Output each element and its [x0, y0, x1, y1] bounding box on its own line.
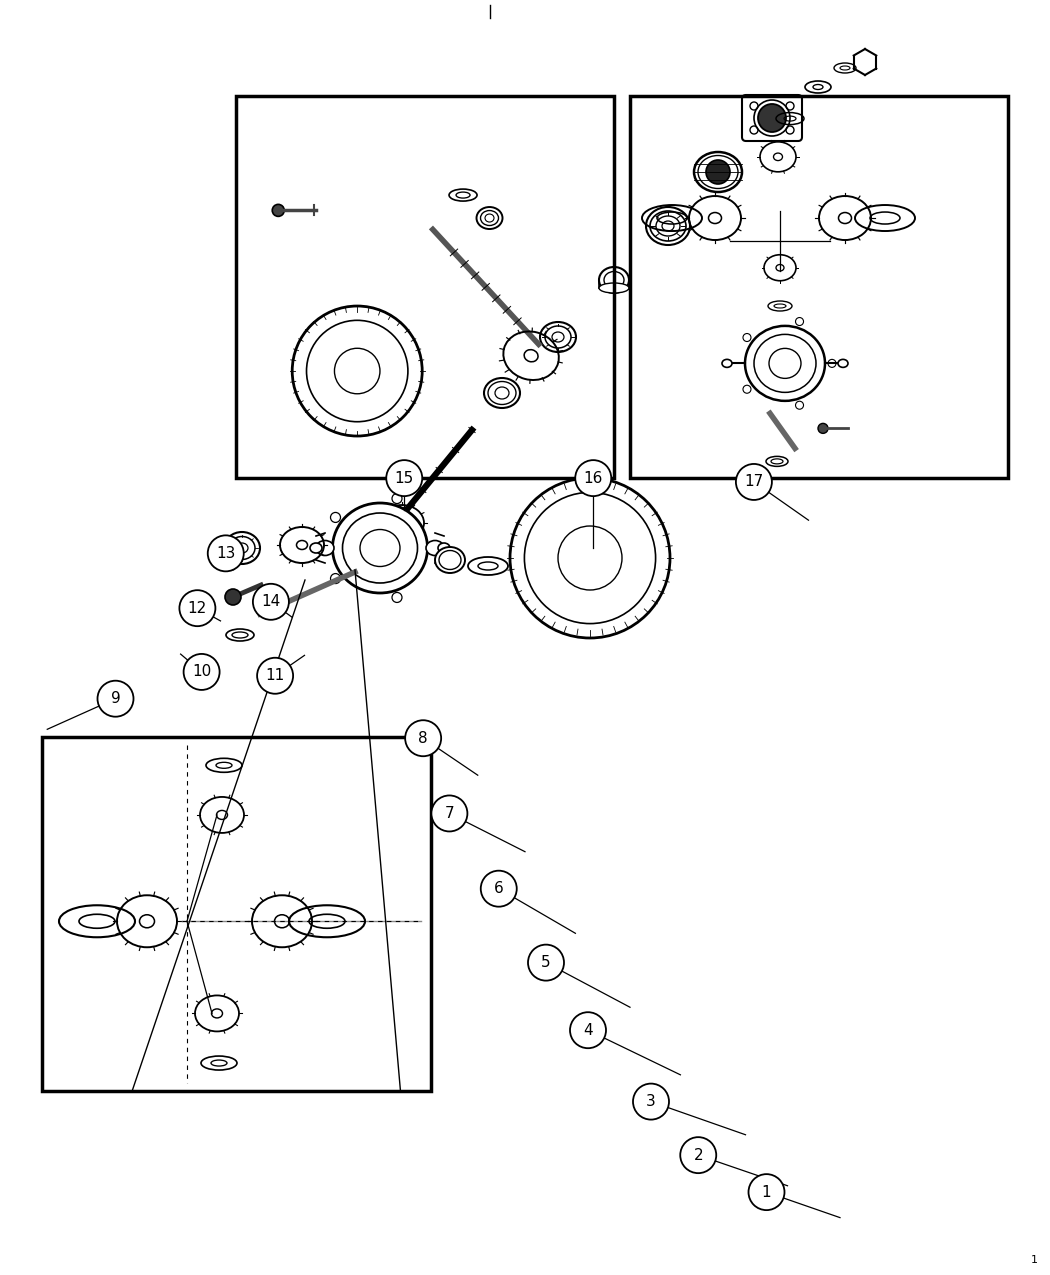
Text: 2: 2: [693, 1148, 704, 1163]
Text: 5: 5: [541, 955, 551, 970]
Circle shape: [98, 681, 133, 717]
Circle shape: [180, 590, 215, 626]
Ellipse shape: [646, 207, 690, 245]
Text: 4: 4: [583, 1023, 593, 1038]
Circle shape: [758, 105, 786, 133]
Ellipse shape: [598, 283, 629, 293]
Ellipse shape: [598, 266, 629, 293]
Circle shape: [575, 460, 611, 496]
Circle shape: [405, 720, 441, 756]
Circle shape: [510, 478, 670, 638]
Circle shape: [528, 945, 564, 980]
Circle shape: [253, 584, 289, 620]
Text: 17: 17: [744, 474, 763, 490]
Ellipse shape: [438, 543, 450, 553]
Ellipse shape: [211, 541, 229, 556]
Ellipse shape: [310, 543, 322, 553]
Text: 10: 10: [192, 664, 211, 680]
Circle shape: [225, 589, 242, 606]
Circle shape: [736, 464, 772, 500]
Circle shape: [680, 1137, 716, 1173]
Text: 1: 1: [1031, 1255, 1038, 1265]
Circle shape: [570, 1012, 606, 1048]
Circle shape: [481, 871, 517, 907]
Circle shape: [633, 1084, 669, 1119]
Circle shape: [272, 204, 285, 217]
Circle shape: [257, 658, 293, 694]
Bar: [630, 96, 1008, 478]
Circle shape: [432, 796, 467, 831]
Ellipse shape: [426, 541, 444, 556]
Text: 9: 9: [110, 691, 121, 706]
Text: 15: 15: [395, 470, 414, 486]
Ellipse shape: [540, 323, 576, 352]
Ellipse shape: [694, 152, 742, 193]
Circle shape: [386, 460, 422, 496]
Text: 16: 16: [584, 470, 603, 486]
FancyBboxPatch shape: [742, 96, 802, 142]
Text: 8: 8: [418, 731, 428, 746]
Ellipse shape: [333, 504, 427, 593]
Ellipse shape: [316, 541, 334, 556]
Text: 6: 6: [494, 881, 504, 896]
Text: 3: 3: [646, 1094, 656, 1109]
Text: 1: 1: [761, 1184, 772, 1200]
Ellipse shape: [484, 377, 520, 408]
Circle shape: [292, 306, 422, 436]
Text: 13: 13: [216, 546, 235, 561]
Ellipse shape: [746, 326, 825, 400]
Bar: [42, 737, 430, 1091]
Ellipse shape: [838, 360, 848, 367]
Ellipse shape: [435, 547, 465, 572]
Circle shape: [706, 159, 730, 184]
Circle shape: [749, 1174, 784, 1210]
Circle shape: [208, 536, 244, 571]
Circle shape: [818, 423, 828, 434]
Text: 7: 7: [444, 806, 455, 821]
Ellipse shape: [477, 207, 503, 230]
Text: 14: 14: [261, 594, 280, 609]
Text: 12: 12: [188, 601, 207, 616]
Text: 11: 11: [266, 668, 285, 683]
Ellipse shape: [224, 532, 260, 564]
Ellipse shape: [722, 360, 732, 367]
Bar: [236, 96, 614, 478]
Circle shape: [184, 654, 219, 690]
